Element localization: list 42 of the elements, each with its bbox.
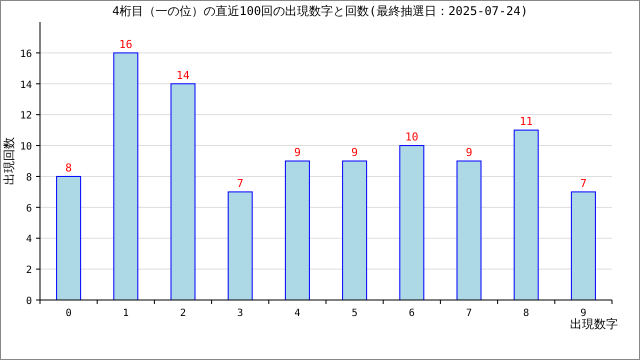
data-label: 9: [294, 146, 301, 159]
x-tick-label: 9: [580, 308, 586, 319]
bar: [284, 160, 310, 300]
chart-title: 4桁目（一の位）の直近100回の出現数字と回数(最終抽選日：2025-07-24): [112, 4, 528, 18]
y-tick-label: 12: [20, 110, 32, 122]
y-tick-label: 10: [20, 142, 32, 153]
data-label: 7: [580, 176, 587, 190]
y-tick-label: 4: [26, 234, 32, 246]
bar: [342, 160, 368, 300]
bar: [399, 145, 424, 300]
x-tick-label: 6: [408, 308, 415, 319]
bar: [570, 191, 596, 300]
y-tick-label: 16: [20, 48, 32, 60]
data-label: 8: [65, 161, 72, 174]
bar: [456, 160, 482, 300]
data-label: 10: [405, 130, 418, 144]
y-tick-label: 6: [26, 203, 32, 214]
x-tick-label: 1: [122, 308, 129, 319]
y-tick-label: 14: [20, 80, 32, 91]
x-tick-label: 5: [352, 308, 358, 319]
x-tick-label: 7: [466, 308, 472, 319]
bar: [56, 176, 82, 300]
data-label: 11: [520, 115, 533, 128]
y-tick-label: 8: [26, 172, 32, 184]
bar: [514, 130, 539, 300]
y-tick-label: 2: [26, 265, 32, 276]
y-axis-title: 出現回数: [2, 137, 16, 185]
x-axis-title: 出現数字: [570, 317, 618, 331]
x-tick-label: 3: [237, 308, 244, 319]
data-label: 9: [466, 146, 472, 159]
bar: [170, 83, 196, 300]
x-tick-label: 2: [180, 308, 186, 319]
data-label: 7: [236, 176, 244, 190]
data-label: 16: [119, 38, 132, 51]
bar: [113, 52, 138, 300]
x-tick-label: 4: [294, 308, 300, 319]
x-tick-label: 0: [66, 308, 72, 319]
data-label: 9: [351, 146, 358, 159]
bar: [228, 191, 253, 300]
data-label: 14: [176, 68, 190, 82]
x-tick-label: 8: [523, 308, 530, 319]
y-tick-label: 0: [26, 296, 32, 307]
